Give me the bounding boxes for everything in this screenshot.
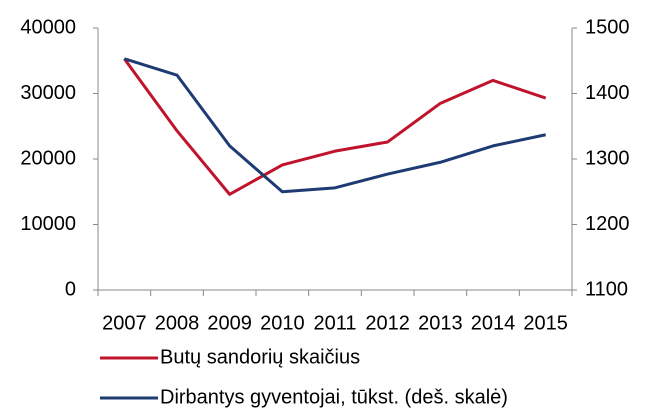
- y2-tick-label: 1500: [585, 16, 630, 38]
- x-tick-label: 2011: [313, 312, 356, 334]
- y2-tick-label: 1100: [585, 278, 628, 300]
- x-tick-label: 2012: [365, 312, 410, 334]
- legend-label: Dirbantys gyventojai, tūkst. (deš. skalė…: [160, 386, 508, 408]
- y-tick-label: 0: [65, 278, 76, 300]
- y-tick-label: 40000: [20, 16, 76, 38]
- x-tick-label: 2008: [155, 312, 200, 334]
- x-tick-label: 2013: [418, 312, 463, 334]
- x-tick-label: 2015: [523, 312, 568, 334]
- y2-tick-label: 1400: [585, 82, 630, 104]
- y-tick-label: 10000: [20, 213, 76, 235]
- x-tick-label: 2010: [260, 312, 305, 334]
- x-tick-label: 2007: [102, 312, 147, 334]
- y2-tick-label: 1200: [585, 213, 630, 235]
- series-line: [123, 57, 546, 194]
- y-tick-label: 20000: [20, 147, 76, 169]
- y-tick-label: 30000: [20, 82, 76, 104]
- legend-label: Butų sandorių skaičius: [160, 346, 360, 368]
- x-tick-label: 2009: [207, 312, 252, 334]
- y2-tick-label: 1300: [585, 147, 630, 169]
- series-line: [123, 57, 547, 196]
- x-tick-label: 2014: [471, 312, 516, 334]
